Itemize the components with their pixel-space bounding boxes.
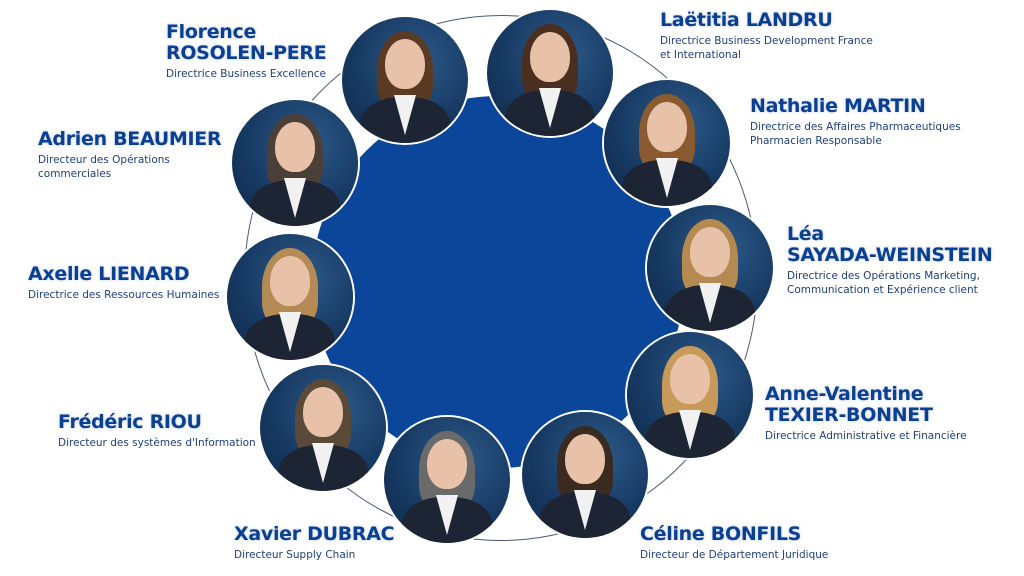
member-name-line1: Anne-Valentine	[765, 383, 924, 405]
member-title-line2: commerciales	[38, 168, 112, 180]
member-title: Directeur Supply Chain	[234, 548, 394, 562]
member-name-line1: Léa	[787, 223, 824, 245]
member-title-line1: Directrice Administrative et Financière	[765, 430, 967, 442]
member-label: Léa SAYADA-WEINSTEIN Directrice des Opérat…	[787, 223, 993, 297]
member-label: Laëtitia LANDRU Directrice Business Devel…	[660, 10, 873, 62]
member-title: Directrice des Affaires Pharmaceutiques P…	[750, 120, 961, 148]
member-title-line2: Communication et Expérience client	[787, 284, 978, 296]
portrait-face	[565, 434, 605, 484]
member-label: Xavier DUBRAC Directeur Supply Chain	[234, 523, 395, 562]
portrait-face	[530, 32, 570, 82]
member-name-line1: Laëtitia LANDRU	[660, 9, 833, 31]
portrait-face	[303, 387, 343, 437]
member-title-line1: Directrice des Ressources Humaines	[28, 289, 220, 301]
member-name-line1: Céline BONFILS	[640, 523, 802, 545]
member-label: Axelle LIENARD Directrice des Ressources …	[28, 264, 219, 302]
member-name: Florence ROSOLEN-PERE	[166, 21, 327, 64]
member-name-line1: Xavier DUBRAC	[234, 523, 395, 545]
member-name-line2: ROSOLEN-PERE	[166, 42, 327, 64]
member-name: Céline BONFILS	[640, 524, 828, 545]
member-name-line2: TEXIER-BONNET	[765, 404, 933, 426]
member-title: Directeur des systèmes d'Information	[58, 436, 256, 450]
portrait-photo	[487, 10, 613, 136]
portrait-face	[647, 102, 687, 152]
member-name-line1: Adrien BEAUMIER	[38, 128, 222, 150]
member-title-line1: Directrice Business Excellence	[166, 68, 326, 80]
member-label: Florence ROSOLEN-PERE Directrice Business …	[166, 21, 327, 81]
portrait-photo	[627, 332, 753, 458]
member-title-line1: Directrice des Affaires Pharmaceutiques	[750, 121, 961, 133]
member-name: Adrien BEAUMIER	[38, 128, 222, 150]
portrait-photo	[522, 412, 648, 538]
member-name-line1: Nathalie MARTIN	[750, 95, 926, 117]
member-name: Xavier DUBRAC	[234, 523, 395, 545]
portrait-photo	[647, 205, 773, 331]
member-name: Léa SAYADA-WEINSTEIN	[787, 223, 993, 266]
member-label: Nathalie MARTIN Directrice des Affaires P…	[750, 96, 961, 148]
member-name-line1: Frédéric RIOU	[58, 411, 202, 433]
portrait-photo	[227, 234, 353, 360]
member-title: Directrice Administrative et Financière	[765, 429, 967, 443]
member-title: Directrice des Ressources Humaines	[28, 288, 219, 302]
member-title: Directrice Business Development France et…	[660, 34, 873, 62]
portrait-photo	[260, 365, 386, 491]
portrait-face	[270, 256, 310, 306]
member-name: Anne-Valentine TEXIER-BONNET	[765, 384, 967, 426]
member-name-line1: Florence	[166, 21, 257, 43]
member-title-line1: Directeur Supply Chain	[234, 549, 356, 561]
member-label: Frédéric RIOU Directeur des systèmes d'In…	[58, 412, 256, 450]
portrait-face	[275, 122, 315, 172]
portrait-face	[385, 39, 425, 89]
portrait-photo	[342, 17, 468, 143]
member-name: Laëtitia LANDRU	[660, 10, 873, 31]
portrait-face	[690, 227, 730, 277]
member-name-line2: SAYADA-WEINSTEIN	[787, 244, 993, 266]
member-title-line1: Directrice Business Development France	[660, 35, 873, 47]
member-title-line1: Directrice des Opérations Marketing,	[787, 270, 980, 282]
member-name: Nathalie MARTIN	[750, 96, 961, 117]
member-label: Anne-Valentine TEXIER-BONNET Directrice Ad…	[765, 384, 967, 443]
member-label: Adrien BEAUMIER Directeur des Opérations c…	[38, 128, 222, 181]
member-title: Directeur de Département Juridique	[640, 548, 828, 562]
portrait-face	[670, 354, 710, 404]
portrait-face	[427, 439, 467, 489]
portrait-photo	[604, 80, 730, 206]
member-title-line1: Directeur des Opérations	[38, 154, 170, 166]
member-title-line2: Pharmacien Responsable	[750, 135, 882, 147]
member-name-line1: Axelle LIENARD	[28, 263, 190, 285]
member-name: Axelle LIENARD	[28, 264, 219, 285]
portrait-photo	[384, 417, 510, 543]
member-title-line1: Directeur des systèmes d'Information	[58, 437, 256, 449]
member-title: Directeur des Opérations commerciales	[38, 153, 221, 181]
member-title: Directrice des Opérations Marketing, Comm…	[787, 269, 992, 297]
member-title: Directrice Business Excellence	[166, 67, 326, 81]
member-title-line1: Directeur de Département Juridique	[640, 549, 829, 561]
member-name: Frédéric RIOU	[58, 412, 256, 433]
member-title-line2: et International	[660, 49, 741, 61]
member-label: Céline BONFILS Directeur de Département J…	[640, 524, 828, 562]
portrait-photo	[232, 100, 358, 226]
